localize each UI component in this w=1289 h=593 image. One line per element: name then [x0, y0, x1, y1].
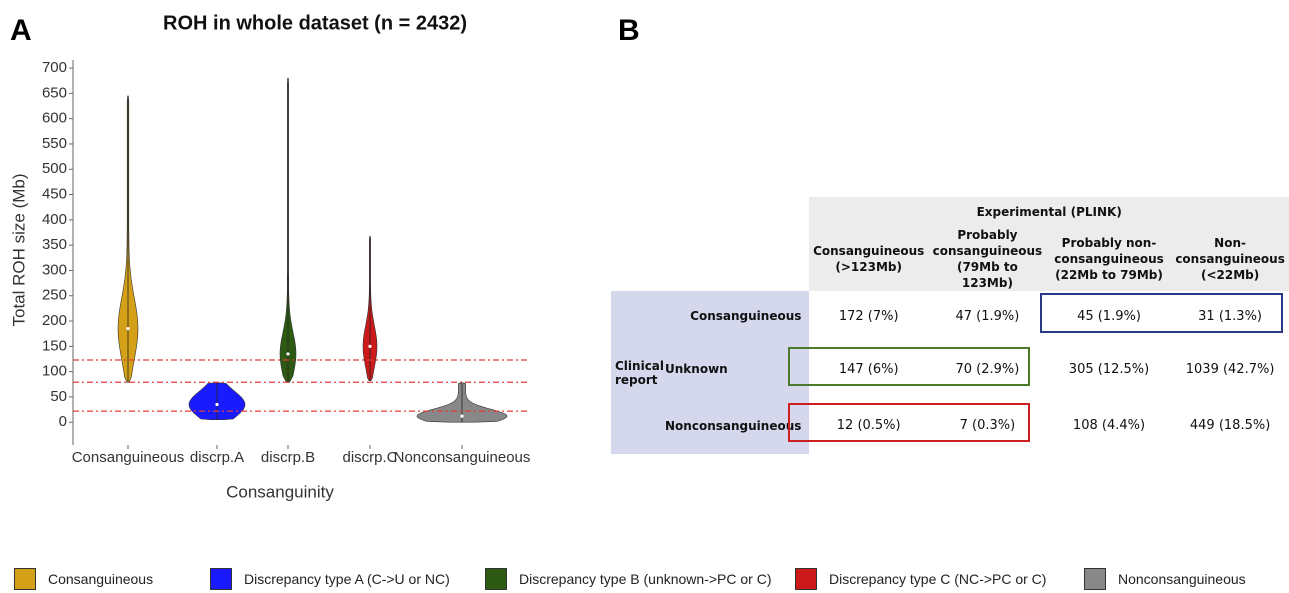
median	[215, 402, 219, 407]
median	[460, 414, 464, 418]
table-cell: 7 (0.3%)	[959, 418, 1016, 433]
y-tick-label: 500	[42, 160, 67, 177]
x-tick-label: discrp.C	[342, 449, 397, 466]
table-cell: 45 (1.9%)	[1077, 308, 1141, 324]
y-tick-label: 50	[50, 388, 67, 405]
table-cell: 12 (0.5%)	[836, 418, 901, 433]
blank	[611, 227, 809, 291]
panel-label: B	[618, 14, 640, 47]
median	[126, 327, 130, 331]
row-header: Nonconsanguineous	[665, 397, 810, 454]
highlight-box	[788, 403, 1030, 442]
y-tick-label: 300	[42, 261, 67, 278]
highlight-box	[1040, 293, 1283, 333]
y-tick-label: 600	[42, 110, 67, 127]
highlight-box	[788, 347, 1030, 386]
x-tick-label: discrp.B	[261, 449, 315, 466]
table-cell: 305 (12.5%)	[1068, 361, 1150, 377]
y-axis-label: Total ROH size (Mb)	[9, 173, 28, 326]
y-tick-label: 250	[42, 287, 67, 304]
y-tick-label: 200	[42, 312, 67, 329]
legend-item: Consanguineous	[14, 568, 153, 590]
table: Experimental (PLINK) Consanguineous (>123…	[611, 197, 1289, 454]
legend-item: Discrepancy type A (C->U or NC)	[210, 568, 450, 590]
table-cell: 449 (18.5%)	[1189, 418, 1271, 433]
table-cell: 47 (1.9%)	[955, 308, 1020, 324]
y-tick-label: 450	[42, 186, 67, 203]
legend-label: Consanguineous	[48, 571, 154, 587]
row-header: Consanguineous	[665, 291, 810, 341]
legend-label: Discrepancy type B (unknown->PC or C)	[519, 571, 772, 587]
chart-title: ROH in whole dataset (n = 2432)	[163, 12, 467, 34]
legend-swatch	[210, 568, 232, 590]
legend-item: Discrepancy type C (NC->PC or C)	[795, 568, 1046, 590]
legend-swatch	[14, 568, 36, 590]
table-cell: 172 (7%)	[838, 308, 899, 324]
table-cell: 147 (6%)	[838, 361, 899, 377]
y-tick-label: 400	[42, 211, 67, 228]
y-tick-label: 150	[42, 337, 67, 354]
chart: ROH in whole dataset (n = 2432) Consangu…	[9, 12, 531, 501]
x-tick-label: Nonconsanguineous	[394, 449, 531, 466]
legend-item: Discrepancy type B (unknown->PC or C)	[485, 568, 772, 590]
column-header: Non-consanguineous (<22Mb)	[1171, 227, 1289, 291]
legend-label: Discrepancy type C (NC->PC or C)	[829, 571, 1047, 587]
column-header: Probably non-consanguineous (22Mb to 79M…	[1046, 227, 1172, 291]
x-tick-label: discrp.A	[190, 449, 244, 466]
row-group-header: Clinical report	[611, 291, 666, 454]
legend: Consanguineous Discrepancy type A (C->U o…	[0, 568, 1289, 592]
blank	[611, 197, 809, 227]
y-tick-label: 700	[42, 59, 67, 76]
legend-swatch	[485, 568, 507, 590]
legend-swatch	[1084, 568, 1106, 590]
table-cell: 70 (2.9%)	[955, 361, 1020, 377]
median	[286, 352, 290, 356]
table-cell: 31 (1.3%)	[1198, 308, 1263, 324]
table-cell: 108 (4.4%)	[1072, 418, 1146, 433]
legend-label: Discrepancy type A (C->U or NC)	[244, 571, 450, 587]
y-tick-label: 550	[42, 135, 67, 152]
y-tick-label: 100	[42, 363, 67, 380]
y-tick-label: 650	[42, 84, 67, 101]
y-tick-label: 0	[59, 413, 67, 430]
legend-label: Nonconsanguineous	[1118, 571, 1246, 587]
median	[368, 344, 372, 348]
row-header: Unknown	[665, 341, 810, 397]
legend-swatch	[795, 568, 817, 590]
panel-label: A	[10, 14, 32, 47]
table-cell: 1039 (42.7%)	[1185, 361, 1275, 377]
column-header: Probably consanguineous (79Mb to 123Mb)	[928, 227, 1047, 291]
y-tick-label: 350	[42, 236, 67, 253]
x-tick-label: Consanguineous	[72, 449, 185, 466]
column-group-header: Experimental (PLINK)	[809, 197, 1289, 227]
column-header: Consanguineous (>123Mb)	[809, 227, 929, 291]
legend-item: Nonconsanguineous	[1084, 568, 1246, 590]
x-axis-label: Consanguinity	[226, 482, 334, 501]
